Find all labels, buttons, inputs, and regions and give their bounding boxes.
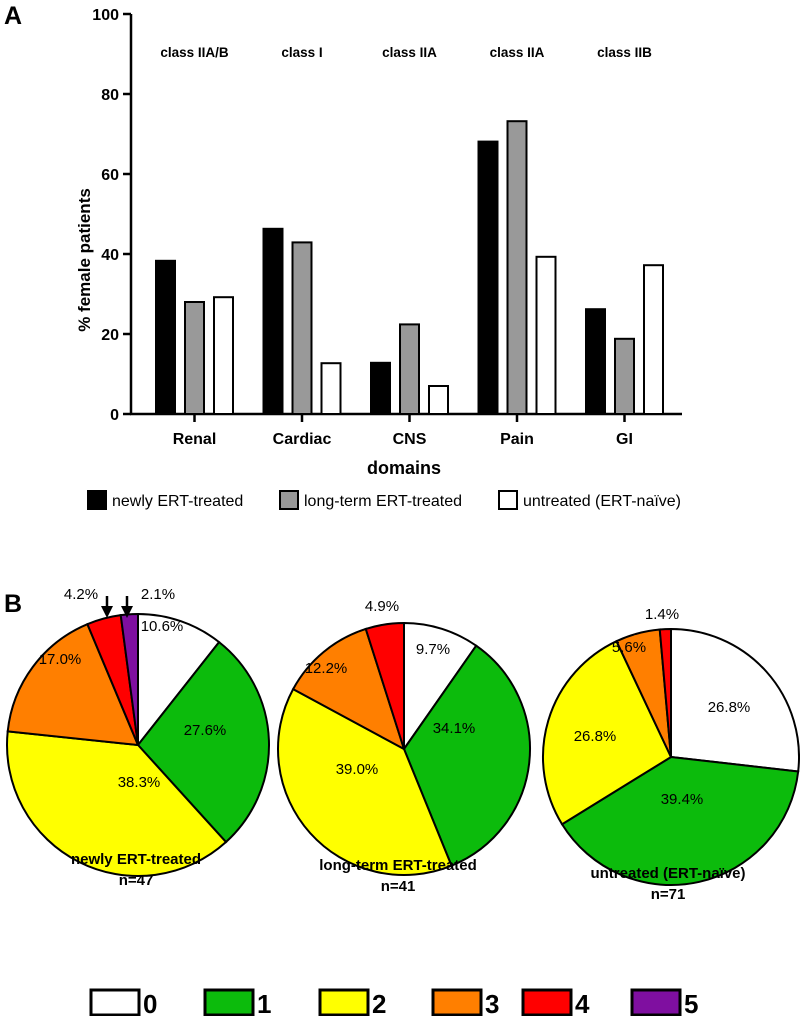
x-tick-label: Cardiac <box>273 431 332 448</box>
pie-legend-label-2: 2 <box>372 989 386 1016</box>
pie-n-label: n=47 <box>119 872 154 889</box>
pie-slice-label: 38.3% <box>118 774 161 791</box>
bar-pain-series-1 <box>506 120 528 415</box>
pie-legend-label-0: 0 <box>143 989 157 1016</box>
pie-slice-label: 26.8% <box>708 699 751 716</box>
bar-cns-series-1 <box>399 323 420 415</box>
y-tick-label: 60 <box>101 167 119 184</box>
pie-slice-label: 5.6% <box>612 639 646 656</box>
bar-legend: newly ERT-treated long-term ERT-treated un… <box>87 490 681 510</box>
bar-renal-series-1 <box>184 301 205 415</box>
pie-slice-category-0 <box>137 612 221 748</box>
pie-slice-label: 17.0% <box>39 651 82 668</box>
panel-label-b: B <box>4 590 22 618</box>
y-axis-title: % female patients <box>75 188 94 332</box>
y-tick-label: 80 <box>101 87 119 104</box>
arrow-head-icon <box>121 606 133 618</box>
pie-legend-label-4: 4 <box>575 989 590 1016</box>
bar-cardiac-series-0 <box>262 227 284 415</box>
pie-legend-swatch-5 <box>630 988 682 1016</box>
bar-cardiac-series-1 <box>291 241 313 415</box>
bar-gi-series-1 <box>614 337 635 415</box>
pie-slice-label: 1.4% <box>645 606 679 623</box>
legend-label-series-0: newly ERT-treated <box>112 493 243 510</box>
bar-renal-series-2 <box>213 296 234 416</box>
pie-title: long-term ERT-treated <box>319 857 477 874</box>
class-label: class IIA <box>490 45 545 60</box>
pie-n-label: n=41 <box>381 878 416 895</box>
legend-swatch-series-0 <box>87 490 107 510</box>
bar-pain-series-0 <box>477 140 499 415</box>
pie-legend-label-5: 5 <box>684 989 698 1016</box>
pie-slice-label: 26.8% <box>574 728 617 745</box>
bar-cardiac-series-2 <box>320 362 342 416</box>
pie-slice-category-1 <box>560 755 800 886</box>
pie-title: newly ERT-treated <box>71 851 201 868</box>
pie-slice-category-3 <box>6 622 140 747</box>
pie-legend-label-3: 3 <box>485 989 499 1016</box>
y-tick-label: 100 <box>92 7 119 24</box>
arrow-head-icon <box>101 606 113 618</box>
x-tick-label: Pain <box>500 431 534 448</box>
pie-legend-swatch-4 <box>521 988 573 1016</box>
class-label: class I <box>281 45 322 60</box>
pie-n-label: n=71 <box>651 886 686 903</box>
pie-legend-swatch-3 <box>431 988 483 1016</box>
pie-slice-label: 2.1% <box>141 586 175 603</box>
y-tick-label: 20 <box>101 327 119 344</box>
bar-pain-series-2 <box>535 255 557 415</box>
x-axis-title: domains <box>367 458 441 478</box>
pie-slice-category-1 <box>136 640 270 844</box>
pie-charts: 10.6% 27.6% 38.3% 17.0% 4.2% 2.1% newly ERT-tr… <box>6 586 800 903</box>
pie-chart-1: 9.7% 34.1% 39.0% 12.2% 4.9% long-term ERT-tre… <box>277 598 531 895</box>
pie-title: untreated (ERT-naïve) <box>590 865 745 882</box>
pie-legend-swatch-1 <box>203 988 255 1016</box>
class-label: class IIA/B <box>160 45 229 60</box>
pie-slice-label: 34.1% <box>433 720 476 737</box>
x-tick-label: GI <box>616 431 633 448</box>
panel-label-a: A <box>4 2 22 30</box>
pie-slice-category-2 <box>542 639 673 826</box>
bar-gi-series-2 <box>643 264 664 416</box>
x-tick-label: Renal <box>173 431 217 448</box>
bar-chart: % female patients domains 0 20 40 60 80 100 Re… <box>75 7 682 478</box>
pie-legend-label-1: 1 <box>257 989 271 1016</box>
bar-gi-series-0 <box>585 308 606 416</box>
pie-slice-category-4 <box>364 621 405 750</box>
x-tick-label: CNS <box>393 431 427 448</box>
pie-legend-swatch-2 <box>318 988 370 1016</box>
pie-slice-label: 4.2% <box>64 586 98 603</box>
pie-slice-label: 9.7% <box>416 641 450 658</box>
pie-chart-0: 10.6% 27.6% 38.3% 17.0% 4.2% 2.1% newly ERT-tr… <box>6 586 270 889</box>
pie-legend: 0 1 2 3 4 5 <box>89 988 698 1016</box>
pie-slice-category-5 <box>119 612 139 746</box>
pie-slice-label: 12.2% <box>305 660 348 677</box>
bar-cns-series-0 <box>370 361 391 415</box>
pie-slice-label: 39.4% <box>661 791 704 808</box>
class-label: class IIA <box>382 45 437 60</box>
legend-label-series-2: untreated (ERT-naïve) <box>523 493 681 510</box>
y-tick-label: 0 <box>110 407 119 424</box>
pie-slice-label: 39.0% <box>336 761 379 778</box>
bar-cns-series-2 <box>428 385 449 415</box>
legend-swatch-series-2 <box>498 490 518 510</box>
pie-slice-category-1 <box>402 644 531 867</box>
pie-slice-category-0 <box>670 627 800 773</box>
legend-swatch-series-1 <box>279 490 299 510</box>
y-tick-label: 40 <box>101 247 119 264</box>
pie-slice-category-2 <box>6 730 228 877</box>
bar-renal-series-0 <box>155 259 176 415</box>
pie-slice-category-2 <box>277 687 453 876</box>
pie-slice-label: 4.9% <box>365 598 399 615</box>
pie-slice-category-3 <box>291 627 406 752</box>
pie-slice-label: 10.6% <box>141 618 184 635</box>
pie-legend-swatch-0 <box>89 988 141 1016</box>
pie-chart-2: 26.8% 39.4% 26.8% 5.6% 1.4% untreated (ERT-na… <box>542 606 800 903</box>
class-label: class IIB <box>597 45 652 60</box>
pie-slice-category-0 <box>403 621 478 753</box>
pie-slice-category-4 <box>658 627 672 758</box>
pie-slice-label: 27.6% <box>184 722 227 739</box>
legend-label-series-1: long-term ERT-treated <box>304 493 462 510</box>
